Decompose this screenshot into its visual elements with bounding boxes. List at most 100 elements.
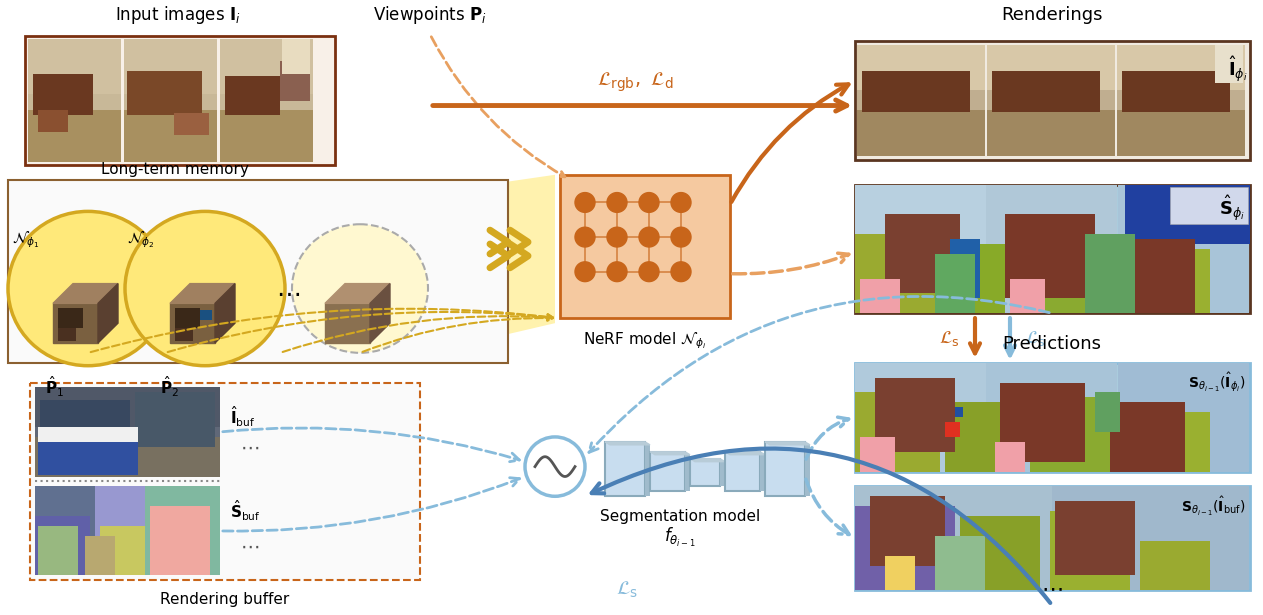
Text: Segmentation model: Segmentation model: [600, 509, 760, 524]
Bar: [282, 39, 309, 74]
Text: $\mathcal{L}_{\mathrm{s}}$: $\mathcal{L}_{\mathrm{s}}$: [940, 328, 960, 347]
Polygon shape: [53, 284, 117, 303]
Bar: [1116, 45, 1245, 90]
Bar: [1015, 229, 1095, 313]
Bar: [176, 328, 193, 341]
Text: $\mathcal{L}_{\mathrm{rgb}},\ \mathcal{L}_{\mathrm{d}}$: $\mathcal{L}_{\mathrm{rgb}},\ \mathcal{L…: [596, 70, 673, 93]
Bar: [220, 111, 313, 162]
Bar: [124, 39, 217, 162]
Text: $\hat{\mathbf{I}}_{\phi_i}$: $\hat{\mathbf{I}}_{\phi_i}$: [1229, 54, 1248, 84]
Bar: [176, 308, 200, 328]
Bar: [30, 383, 421, 581]
Bar: [28, 39, 121, 162]
Circle shape: [608, 262, 626, 282]
Bar: [855, 506, 955, 590]
Circle shape: [608, 192, 626, 212]
Polygon shape: [171, 284, 235, 303]
Bar: [986, 111, 1115, 156]
Bar: [8, 180, 508, 363]
Bar: [35, 387, 220, 427]
Text: $\mathcal{N}_{\phi_2}$: $\mathcal{N}_{\phi_2}$: [128, 229, 155, 250]
Polygon shape: [385, 175, 554, 363]
Text: $\hat{\mathbf{P}}_2$: $\hat{\mathbf{P}}_2$: [160, 375, 179, 399]
Bar: [991, 71, 1100, 113]
Text: Renderings: Renderings: [1002, 6, 1103, 25]
Bar: [1110, 402, 1185, 472]
Circle shape: [575, 227, 595, 247]
Polygon shape: [215, 284, 235, 343]
Text: $\mathbf{S}_{\theta_{i-1}}(\hat{\mathbf{I}}_{\phi_i})$: $\mathbf{S}_{\theta_{i-1}}(\hat{\mathbf{…: [1187, 371, 1245, 394]
Polygon shape: [171, 303, 215, 343]
Bar: [870, 496, 945, 566]
Bar: [1215, 45, 1243, 83]
Bar: [860, 279, 901, 313]
Text: $\cdots$: $\cdots$: [240, 536, 260, 555]
Bar: [760, 454, 765, 491]
Bar: [855, 363, 1250, 472]
Bar: [35, 387, 220, 477]
Polygon shape: [53, 303, 99, 343]
Bar: [945, 422, 960, 437]
Bar: [1170, 186, 1248, 224]
Bar: [1031, 397, 1110, 472]
Bar: [765, 442, 805, 496]
Bar: [33, 74, 93, 116]
Bar: [858, 45, 985, 156]
Text: Viewpoints $\mathbf{P}_i$: Viewpoints $\mathbf{P}_i$: [373, 4, 486, 26]
Text: $\mathcal{L}_{\mathrm{s}}$: $\mathcal{L}_{\mathrm{s}}$: [1026, 328, 1046, 347]
Polygon shape: [605, 442, 650, 445]
Bar: [855, 392, 940, 472]
Bar: [220, 39, 313, 162]
Bar: [875, 378, 955, 452]
Ellipse shape: [8, 212, 168, 366]
Bar: [945, 402, 1015, 472]
Polygon shape: [325, 303, 370, 343]
Polygon shape: [370, 284, 390, 343]
Text: $\mathbf{S}_{\theta_{i-1}}(\hat{\mathbf{I}}_{\mathrm{buf}})$: $\mathbf{S}_{\theta_{i-1}}(\hat{\mathbf{…: [1181, 494, 1245, 518]
Bar: [200, 311, 212, 320]
Bar: [124, 39, 217, 93]
Text: $\hat{\mathbf{S}}_{\phi_i}$: $\hat{\mathbf{S}}_{\phi_i}$: [1219, 192, 1245, 223]
Bar: [35, 486, 95, 576]
Bar: [935, 536, 985, 590]
Polygon shape: [325, 284, 390, 303]
Bar: [560, 175, 730, 318]
Text: $\hat{\mathbf{I}}_{\mathrm{buf}}$: $\hat{\mathbf{I}}_{\mathrm{buf}}$: [230, 405, 255, 429]
Bar: [950, 239, 980, 298]
Bar: [960, 516, 1039, 590]
Text: Predictions: Predictions: [1003, 335, 1101, 353]
Bar: [885, 555, 914, 590]
Bar: [1118, 363, 1249, 472]
Bar: [995, 442, 1026, 472]
Bar: [1140, 541, 1210, 590]
Bar: [690, 459, 720, 486]
Bar: [645, 445, 650, 496]
Text: $\cdots$: $\cdots$: [1041, 578, 1063, 598]
Text: $\hat{\mathbf{P}}_1$: $\hat{\mathbf{P}}_1$: [45, 375, 64, 399]
Bar: [1000, 383, 1085, 462]
Bar: [1085, 234, 1135, 313]
Bar: [855, 184, 986, 313]
Bar: [220, 39, 313, 93]
Bar: [1115, 239, 1195, 313]
Bar: [986, 45, 1115, 156]
Bar: [1130, 412, 1210, 472]
Polygon shape: [725, 452, 765, 454]
Bar: [1095, 392, 1120, 432]
Bar: [38, 526, 78, 576]
Bar: [855, 184, 1250, 313]
Bar: [858, 111, 985, 156]
Bar: [124, 111, 217, 162]
Circle shape: [639, 192, 659, 212]
Text: NeRF model $\mathcal{N}_{\phi_i}$: NeRF model $\mathcal{N}_{\phi_i}$: [584, 330, 706, 351]
Text: Input images $\mathbf{I}_i$: Input images $\mathbf{I}_i$: [115, 4, 241, 26]
Bar: [135, 392, 215, 447]
Bar: [720, 462, 725, 486]
Polygon shape: [650, 452, 690, 454]
Bar: [986, 363, 1116, 472]
Bar: [863, 71, 970, 113]
Bar: [860, 437, 895, 472]
Bar: [225, 76, 280, 116]
Bar: [38, 111, 68, 132]
Bar: [85, 536, 115, 576]
